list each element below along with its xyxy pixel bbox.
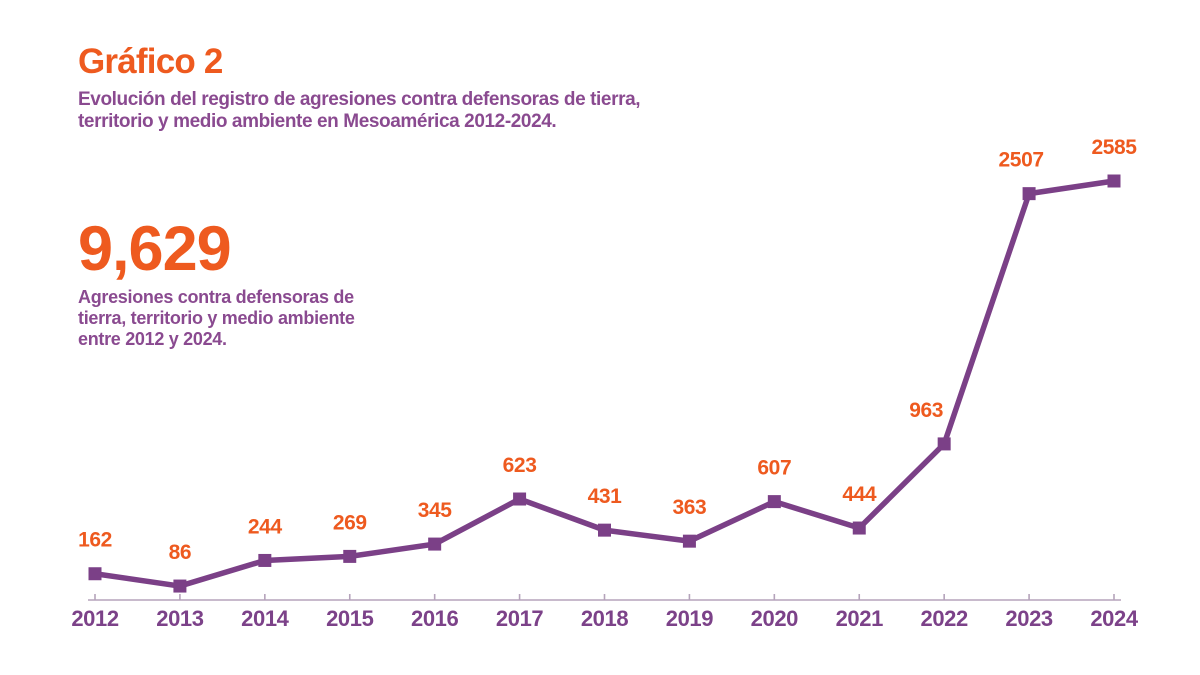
data-label-2017: 623 [503, 454, 537, 477]
data-label-2023: 2507 [999, 149, 1044, 172]
x-axis-label-2017: 2017 [496, 606, 544, 631]
data-label-2019: 363 [672, 496, 706, 519]
chart-title: Gráfico 2 [78, 42, 223, 81]
x-axis-label-2018: 2018 [581, 606, 629, 631]
x-axis-label-2022: 2022 [920, 606, 968, 631]
data-point-2021 [852, 521, 866, 535]
total-stat-value: 9,629 [78, 214, 232, 284]
data-label-2022: 963 [909, 399, 943, 422]
data-label-2024: 2585 [1091, 136, 1137, 159]
data-label-2021: 444 [842, 483, 877, 506]
data-point-2018 [598, 523, 611, 537]
x-axis-label-2024: 2024 [1090, 606, 1139, 631]
data-label-2015: 269 [333, 511, 367, 534]
total-stat-description-line-3: entre 2012 y 2024. [78, 329, 227, 349]
data-point-2014 [258, 553, 272, 567]
data-point-2015 [343, 549, 357, 563]
data-label-2012: 162 [78, 529, 112, 552]
data-label-2020: 607 [757, 457, 791, 480]
x-axis-label-2012: 2012 [71, 606, 119, 631]
data-label-2018: 431 [588, 485, 623, 508]
data-point-2013 [173, 579, 187, 593]
x-axis-label-2016: 2016 [411, 606, 459, 631]
chart-header: Gráfico 2 Evolución del registro de agre… [78, 42, 641, 133]
chart-subtitle: Evolución del registro de agresiones con… [78, 89, 641, 133]
x-axis-label-2023: 2023 [1005, 606, 1053, 631]
x-axis-label-2021: 2021 [836, 606, 884, 631]
data-point-2017 [513, 492, 527, 506]
total-stat-description: Agresiones contra defensoras de tierra, … [78, 287, 355, 350]
data-label-2013: 86 [169, 541, 192, 564]
x-axis-label-2015: 2015 [326, 606, 374, 631]
total-stat-description-line-2: tierra, territorio y medio ambiente [78, 308, 355, 328]
chart-subtitle-line-2: territorio y medio ambiente en Mesoaméri… [78, 111, 557, 132]
x-axis-label-2014: 2014 [241, 606, 290, 631]
data-label-2016: 345 [418, 499, 453, 522]
data-point-2019 [682, 534, 696, 548]
x-axis-label-2019: 2019 [666, 606, 714, 631]
x-axis-label-2013: 2013 [156, 606, 204, 631]
data-label-2014: 244 [248, 515, 283, 538]
data-point-2023 [1022, 187, 1036, 201]
chart-subtitle-line-1: Evolución del registro de agresiones con… [78, 89, 641, 110]
x-axis-label-2020: 2020 [751, 606, 799, 631]
data-point-2012 [88, 567, 102, 581]
total-stat-description-line-1: Agresiones contra defensoras de [78, 287, 354, 307]
data-point-2022 [937, 437, 951, 451]
data-point-2020 [767, 495, 781, 509]
total-stat-block: 9,629 Agresiones contra defensoras de ti… [78, 218, 355, 350]
data-point-2024 [1107, 174, 1121, 188]
data-point-2016 [428, 537, 442, 551]
